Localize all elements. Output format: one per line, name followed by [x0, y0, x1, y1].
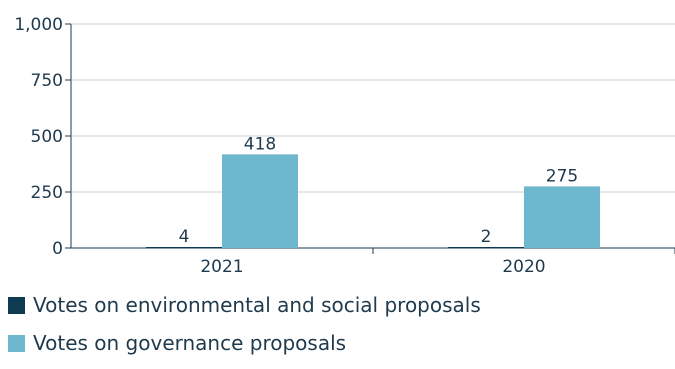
data-label: 2	[481, 227, 492, 247]
bar	[146, 247, 222, 248]
x-tick-label: 2020	[502, 257, 545, 277]
legend-swatch-governance	[8, 334, 25, 352]
legend-swatch-environmental-social	[8, 296, 25, 314]
legend-label-governance: Votes on governance proposals	[33, 331, 347, 355]
data-label: 275	[546, 166, 578, 186]
data-label: 418	[244, 134, 276, 154]
legend-item-governance: Votes on governance proposals	[8, 331, 481, 355]
bar	[222, 154, 298, 248]
y-tick-label: 1,000	[14, 15, 63, 35]
y-tick-label: 500	[31, 127, 63, 147]
bar-chart: 0 250 500 750 1,000 2021 4 418 2020 2 275	[14, 15, 675, 277]
bar	[448, 247, 524, 248]
legend-label-environmental-social: Votes on environmental and social propos…	[33, 293, 481, 317]
bar	[524, 186, 600, 248]
x-tick-label: 2021	[200, 257, 243, 277]
y-tick-label: 250	[31, 183, 63, 203]
legend-item-environmental-social: Votes on environmental and social propos…	[8, 293, 481, 317]
legend: Votes on environmental and social propos…	[8, 293, 481, 369]
y-tick-label: 0	[52, 239, 63, 259]
y-tick-label: 750	[31, 71, 63, 91]
data-label: 4	[179, 227, 190, 247]
